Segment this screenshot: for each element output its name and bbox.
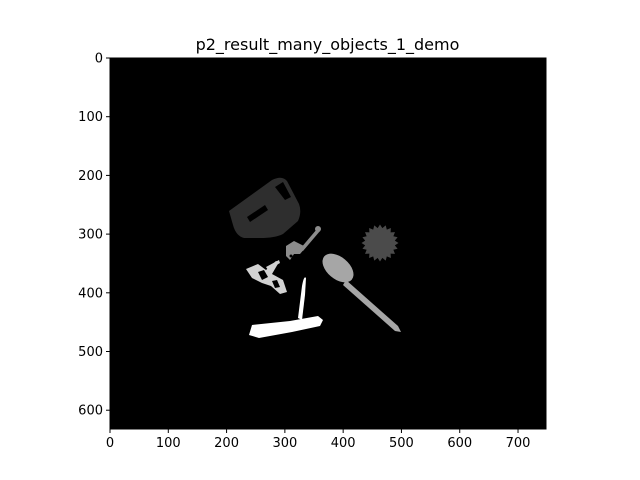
x-tick-label: 600 bbox=[447, 436, 472, 451]
medium-gray-key-object bbox=[286, 226, 321, 260]
white-knife-object bbox=[249, 277, 323, 338]
dark-gray-box-object bbox=[229, 177, 301, 238]
light-gray-spoon-object bbox=[322, 253, 401, 332]
very-light-gray-scissors-object bbox=[246, 260, 287, 294]
y-tick-label: 600 bbox=[78, 404, 103, 419]
x-tick-label: 700 bbox=[506, 436, 531, 451]
y-tick-label: 300 bbox=[78, 228, 103, 243]
segmentation-image bbox=[110, 58, 546, 429]
y-axis: 0 100 200 300 400 500 600 bbox=[78, 52, 110, 419]
image-background bbox=[110, 58, 546, 429]
y-tick-label: 0 bbox=[95, 52, 103, 67]
x-tick-label: 200 bbox=[214, 436, 239, 451]
x-axis: 0 100 200 300 400 500 600 700 bbox=[106, 429, 531, 451]
x-tick-label: 0 bbox=[106, 436, 114, 451]
axes-frame bbox=[109, 57, 547, 430]
y-tick-label: 200 bbox=[78, 169, 103, 184]
x-tick-label: 300 bbox=[272, 436, 297, 451]
dark-gray-gear-object bbox=[361, 224, 399, 262]
y-tick-label: 400 bbox=[78, 286, 103, 301]
x-tick-label: 500 bbox=[389, 436, 414, 451]
y-tick-label: 500 bbox=[78, 345, 103, 360]
x-tick-label: 100 bbox=[156, 436, 181, 451]
plot-title: p2_result_many_objects_1_demo bbox=[196, 35, 460, 55]
y-tick-label: 100 bbox=[78, 110, 103, 125]
x-tick-label: 400 bbox=[331, 436, 356, 451]
